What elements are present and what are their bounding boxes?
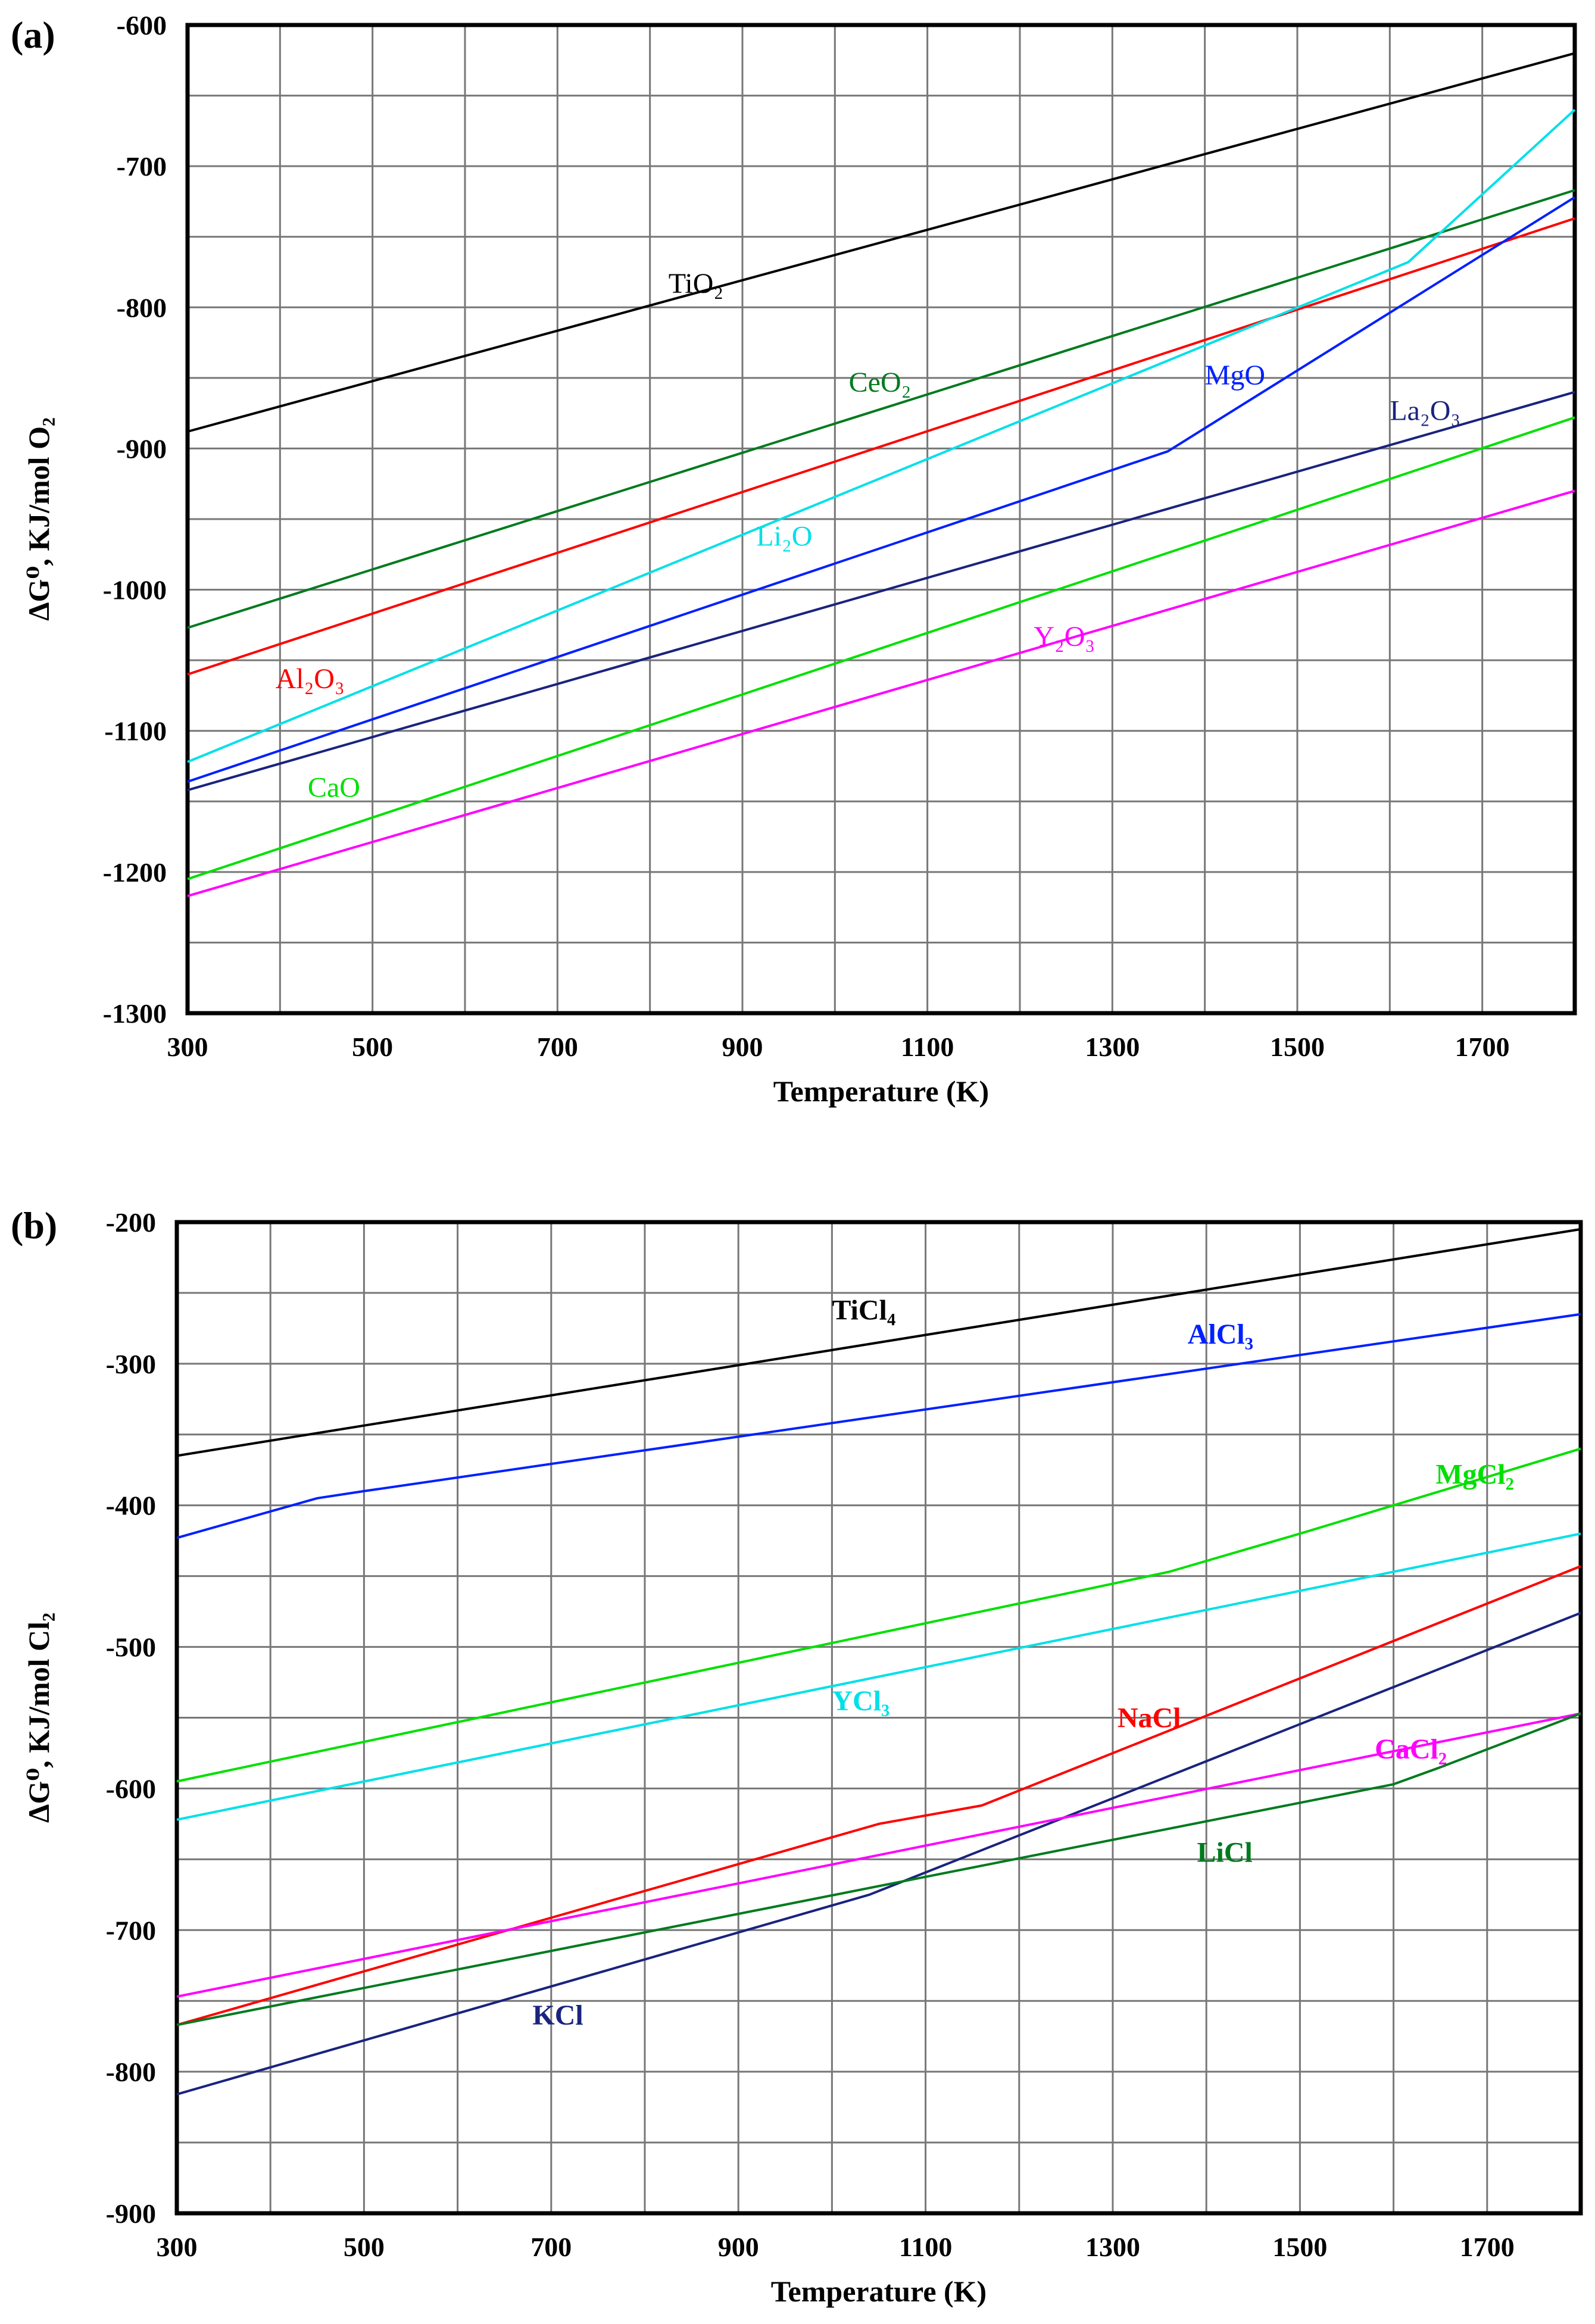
x-tick-label: 1100 [901,1032,954,1062]
series-label-nacl: NaCl [1118,1703,1181,1734]
x-tick-label: 1300 [1085,2232,1140,2262]
y-tick-label: -600 [117,10,167,40]
plot-frame-b [174,1220,1583,2216]
series-line-cacl2 [176,1712,1581,1998]
x-tick-label: 1700 [1455,1032,1510,1062]
series-line-ticl4 [176,1227,1581,1457]
series-line-ycl3 [176,1532,1581,1821]
series-label-ceo2: CeO₂ [849,367,912,398]
x-tick-label: 1100 [899,2232,952,2262]
x-tick-label: 300 [167,1032,208,1062]
panel-label-b: (b) [11,1204,57,1247]
x-tick-label: 700 [530,2232,572,2262]
panel-label-a: (a) [11,14,55,56]
x-tick-label: 900 [718,2232,759,2262]
series-label-cao: CaO [308,772,360,804]
x-tick-label: 500 [344,2232,385,2262]
series-label-ycl3: YCl₃ [832,1685,889,1717]
series-label-la2o3: La₂O₃ [1390,395,1460,426]
series-line-y2o3 [187,489,1575,898]
y-tick-label: -1200 [103,857,167,888]
x-tick-label: 1500 [1270,1032,1325,1062]
series-line-tio2 [187,52,1575,433]
series-line-nacl [176,1565,1581,2026]
series-line-li2o [187,108,1576,763]
x-axis-title-b: Temperature (K) [771,2275,987,2308]
series-line-al2o3 [187,217,1575,676]
y-tick-label: -800 [106,2057,156,2087]
x-tick-label: 1300 [1085,1032,1140,1062]
y-axis-title-a: ΔG⁰, KJ/mol O₂ [22,417,55,621]
y-tick-label: -900 [117,433,167,464]
x-tick-label: 300 [157,2232,198,2262]
y-tick-label: -400 [106,1491,156,1521]
y-tick-label: -600 [106,1773,156,1804]
y-tick-label: -1100 [104,716,167,746]
series-label-li2o: Li₂O [756,520,812,552]
y-tick-label: -800 [117,292,167,323]
y-axis-title-b: ΔG⁰, KJ/mol Cl₂ [22,1613,55,1823]
x-tick-label: 700 [537,1032,578,1062]
series-label-kcl: KCl [532,2000,583,2031]
series-label-cacl2: CaCl₂ [1375,1733,1447,1765]
y-tick-label: -1300 [103,998,167,1029]
series-line-mgo [187,196,1576,783]
series-label-mgo: MgO [1205,360,1265,391]
series-line-ceo2 [187,189,1575,629]
chart-panel-b: (b) 300 500 700 900 1100 1300 1500 1700 -200 -300 -… [11,1204,1583,2308]
grid-a [186,24,1576,1014]
series-line-licl [176,1712,1581,2026]
series-label-y2o3: Y₂O₃ [1034,621,1095,652]
y-tick-label: -300 [106,1349,156,1379]
series-label-licl: LiCl [1197,1836,1252,1868]
x-axis-title-a: Temperature (K) [773,1074,989,1108]
series-line-la2o3 [187,391,1575,792]
series-line-kcl [176,1611,1581,2096]
y-tick-label: -1000 [103,575,167,605]
series-label-mgcl2: MgCl₂ [1435,1458,1514,1490]
y-tick-label: -500 [106,1632,156,1663]
series-label-ticl4: TiCl₄ [832,1294,895,1326]
y-tick-label: -900 [106,2198,156,2229]
series-label-al2o3: Al₂O₃ [276,663,345,695]
y-tick-label: -200 [106,1207,156,1238]
series-line-alcl3 [176,1313,1581,1539]
y-tick-label: -700 [117,151,167,182]
series-label-alcl3: AlCl₃ [1188,1319,1253,1350]
series-line-cao [187,416,1575,880]
y-tick-label: -700 [106,1915,156,1945]
series-label-tio2: TiO₂ [669,268,723,299]
x-tick-label: 900 [722,1032,763,1062]
plot-frame-a [185,23,1577,1016]
x-tick-label: 1500 [1272,2232,1327,2262]
series-line-mgcl2 [176,1447,1581,1783]
chart-panel-a: (a) 300 500 700 900 1100 1300 1500 1700 -600 -700 -… [11,10,1577,1108]
x-tick-label: 500 [352,1032,393,1062]
x-tick-label: 1700 [1460,2232,1515,2262]
